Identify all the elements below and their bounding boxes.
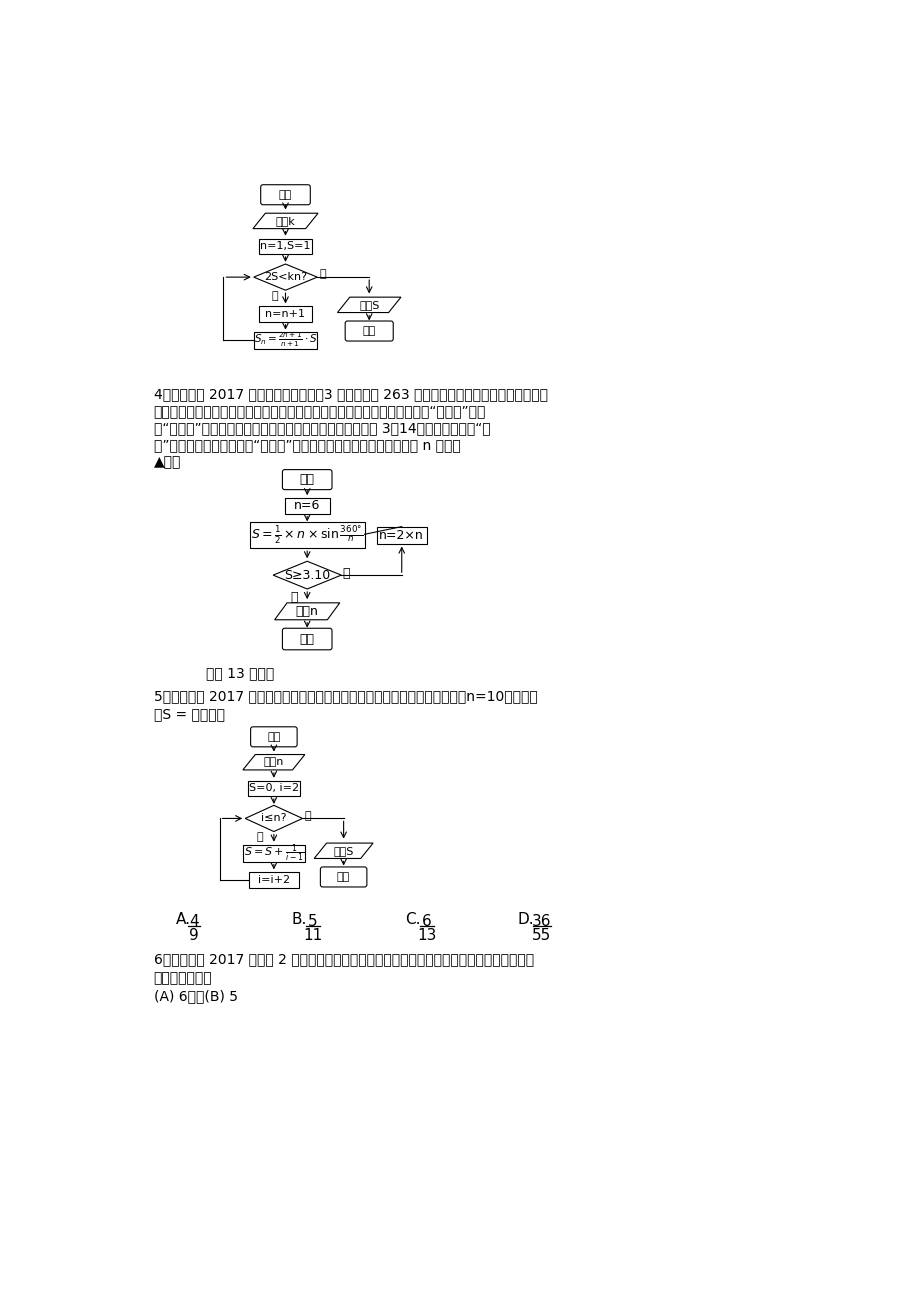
Text: 是: 是 — [256, 832, 263, 842]
Text: 开始: 开始 — [267, 732, 280, 742]
Text: 输入n: 输入n — [264, 758, 284, 767]
Text: 否: 否 — [343, 568, 350, 581]
Polygon shape — [245, 806, 302, 832]
Text: 6、（临沂市 2017 届高三 2 月份教学质量检测（一模））如图所示的程序框图，运行程序后，: 6、（临沂市 2017 届高三 2 月份教学质量检测（一模））如图所示的程序框图… — [153, 953, 533, 966]
Text: 输出S: 输出S — [358, 299, 379, 310]
Text: 开始: 开始 — [278, 190, 292, 199]
Text: 9: 9 — [189, 928, 199, 943]
Text: n=2×n: n=2×n — [379, 529, 424, 542]
Text: B.: B. — [291, 913, 307, 927]
Text: n=1,S=1: n=1,S=1 — [260, 241, 311, 251]
Text: n=6: n=6 — [294, 500, 320, 512]
Text: 5: 5 — [308, 914, 317, 928]
Text: 否: 否 — [319, 270, 326, 280]
FancyBboxPatch shape — [345, 322, 392, 341]
Text: 36: 36 — [531, 914, 550, 928]
Polygon shape — [275, 603, 339, 620]
Text: i=i+2: i=i+2 — [257, 875, 289, 885]
Text: 输出n: 输出n — [295, 605, 318, 618]
FancyBboxPatch shape — [320, 867, 367, 887]
FancyBboxPatch shape — [249, 872, 299, 888]
Text: 结束: 结束 — [336, 872, 350, 881]
Text: 4、（济宁市 2017 届高三第一次模拟（3 月））公元 263 年左右，我国数学家刘徽发现当圆内: 4、（济宁市 2017 届高三第一次模拟（3 月））公元 263 年左右，我国数… — [153, 387, 547, 401]
Text: 输出S: 输出S — [333, 846, 354, 855]
Text: $S=\frac{1}{2}\times n\times\sin\frac{360°}{n}$: $S=\frac{1}{2}\times n\times\sin\frac{36… — [251, 525, 363, 546]
Text: 结束: 结束 — [300, 633, 314, 646]
Text: 接正多边形的边数无限增加时，多边形面积可无限逼近圆的面积，并创立了“割圆术”．利: 接正多边形的边数无限增加时，多边形面积可无限逼近圆的面积，并创立了“割圆术”．利 — [153, 404, 485, 418]
Text: 55: 55 — [531, 928, 550, 943]
FancyBboxPatch shape — [247, 781, 300, 796]
FancyBboxPatch shape — [260, 185, 310, 204]
Text: $S=S+\frac{1}{i-1}$: $S=S+\frac{1}{i-1}$ — [244, 842, 303, 863]
Text: 13: 13 — [416, 928, 436, 943]
Text: 输入k: 输入k — [276, 216, 295, 227]
Text: 开始: 开始 — [300, 473, 314, 486]
FancyBboxPatch shape — [250, 522, 364, 548]
Text: 否: 否 — [304, 811, 311, 820]
Text: 结束: 结束 — [362, 326, 376, 336]
Polygon shape — [253, 214, 318, 229]
Text: 2S<kn?: 2S<kn? — [264, 272, 307, 283]
FancyBboxPatch shape — [282, 470, 332, 490]
Text: (A) 6　　(B) 5: (A) 6 (B) 5 — [153, 990, 237, 1004]
FancyBboxPatch shape — [254, 332, 317, 349]
Text: C.: C. — [405, 913, 421, 927]
Text: $S_n=\frac{2n+1}{n+1}\cdot S$: $S_n=\frac{2n+1}{n+1}\cdot S$ — [254, 331, 317, 349]
Text: 11: 11 — [302, 928, 322, 943]
FancyBboxPatch shape — [259, 238, 312, 254]
Text: 率”．如上图是利用刘徽的“割圆术”思想设计的一个程序框图，则输出 n 的值为: 率”．如上图是利用刘徽的“割圆术”思想设计的一个程序框图，则输出 n 的值为 — [153, 437, 460, 452]
Text: 输出的结果等于: 输出的结果等于 — [153, 971, 212, 984]
Text: S≥3.10: S≥3.10 — [284, 569, 330, 582]
Polygon shape — [313, 844, 373, 858]
Text: D.: D. — [517, 913, 534, 927]
Polygon shape — [273, 561, 341, 589]
FancyBboxPatch shape — [284, 499, 329, 513]
Text: 6: 6 — [421, 914, 431, 928]
Text: n=n+1: n=n+1 — [266, 309, 305, 319]
Text: A.: A. — [176, 913, 190, 927]
FancyBboxPatch shape — [282, 629, 332, 650]
FancyBboxPatch shape — [243, 845, 304, 862]
Text: ▲　．: ▲ ． — [153, 454, 181, 469]
Polygon shape — [337, 297, 401, 312]
FancyBboxPatch shape — [376, 526, 426, 543]
FancyBboxPatch shape — [250, 727, 297, 747]
Text: 是: 是 — [289, 591, 298, 604]
Text: 4: 4 — [189, 914, 199, 928]
Text: 5、（聰城市 2017 届高三高考模拟（一））执行如图所示的程序框图，若输入n=10，则输出: 5、（聰城市 2017 届高三高考模拟（一））执行如图所示的程序框图，若输入n=… — [153, 689, 537, 703]
Text: 用“割圆术”刘徽得到了圆周率精确到小数点后两位的近似值 3．14，这就是著名的“徽: 用“割圆术”刘徽得到了圆周率精确到小数点后两位的近似值 3．14，这就是著名的“… — [153, 421, 490, 435]
Text: 是: 是 — [271, 290, 278, 301]
Polygon shape — [254, 264, 317, 290]
Text: （第 13 题图）: （第 13 题图） — [206, 667, 275, 680]
Text: S=0, i=2: S=0, i=2 — [248, 784, 299, 793]
FancyBboxPatch shape — [259, 306, 312, 322]
Text: 的S = （　　）: 的S = （ ） — [153, 707, 224, 721]
Polygon shape — [243, 755, 304, 769]
Text: i≤n?: i≤n? — [261, 814, 287, 823]
